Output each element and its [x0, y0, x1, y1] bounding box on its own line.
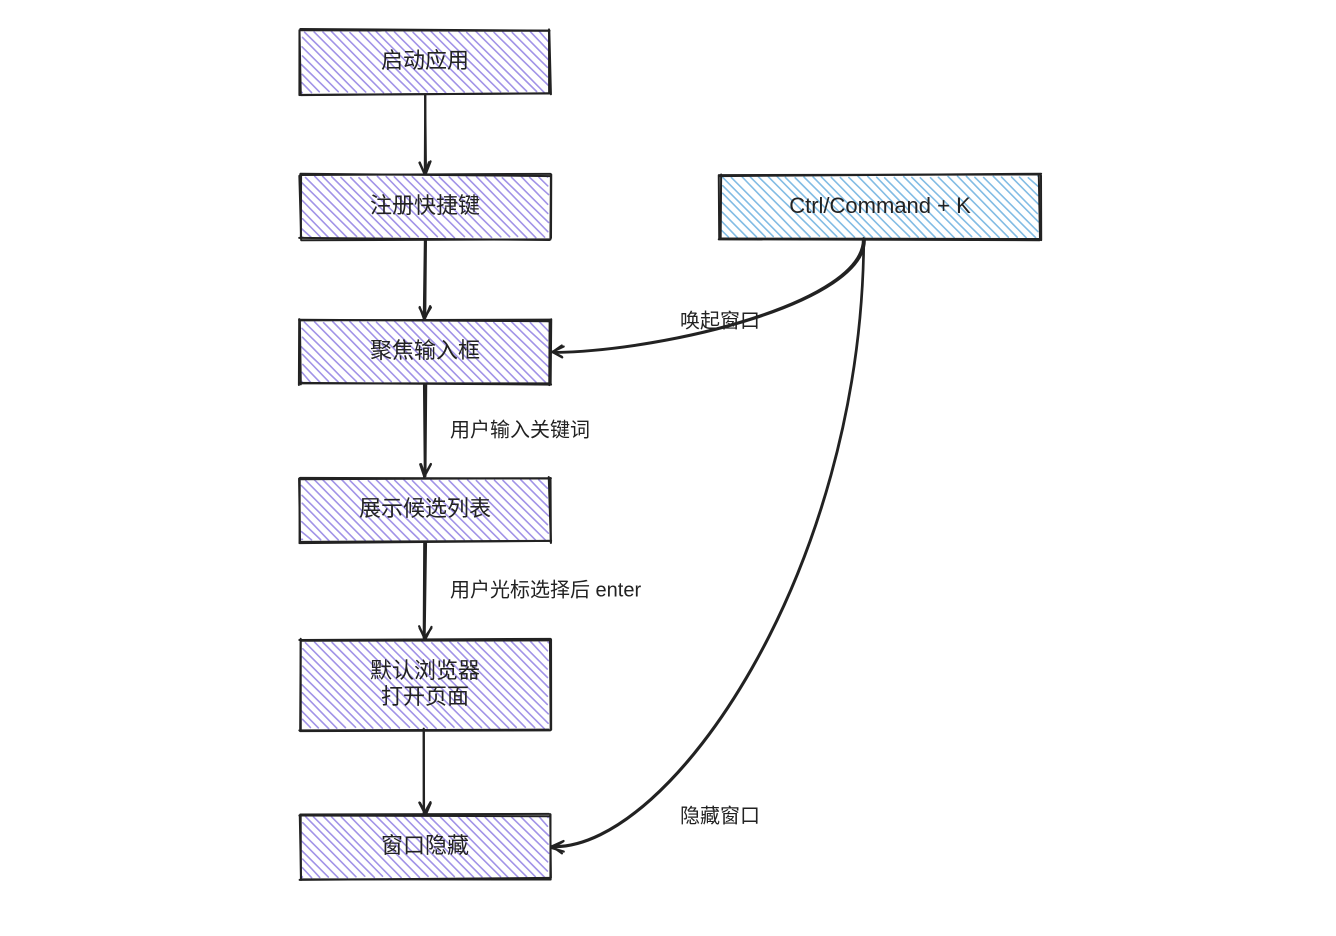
node-hide: 窗口隐藏: [299, 814, 551, 880]
node-focus: 聚焦输入框: [299, 319, 551, 385]
node-shortcut: Ctrl/Command + K: [719, 174, 1041, 240]
flowchart-canvas: 启动应用注册快捷键聚焦输入框展示候选列表默认浏览器打开页面窗口隐藏Ctrl/Co…: [0, 0, 1336, 936]
edge-label: 唤起窗口: [680, 309, 760, 332]
node-browser: 默认浏览器打开页面: [299, 639, 551, 731]
edge-start-register: [419, 94, 430, 174]
edge-browser-hide: [419, 729, 430, 814]
edge-register-focus: [420, 239, 431, 318]
node-label: 窗口隐藏: [381, 833, 469, 858]
node-register: 注册快捷键: [299, 174, 551, 241]
edge-label: 用户光标选择后 enter: [450, 578, 641, 601]
edge-list-browser: 用户光标选择后 enter: [419, 543, 641, 639]
edge-focus-list: 用户输入关键词: [420, 384, 590, 477]
edge-shortcut-focus: 唤起窗口: [551, 239, 865, 357]
node-label: 展示候选列表: [359, 496, 491, 521]
node-label: Ctrl/Command + K: [789, 193, 971, 218]
node-start: 启动应用: [299, 29, 551, 95]
node-label: 启动应用: [381, 48, 469, 73]
node-label: 打开页面: [381, 684, 469, 709]
node-label: 默认浏览器: [370, 658, 480, 683]
node-list: 展示候选列表: [299, 477, 551, 543]
edge-label: 用户输入关键词: [450, 418, 590, 441]
node-label: 注册快捷键: [370, 193, 480, 218]
edge-label: 隐藏窗口: [680, 804, 760, 827]
node-label: 聚焦输入框: [370, 338, 480, 363]
